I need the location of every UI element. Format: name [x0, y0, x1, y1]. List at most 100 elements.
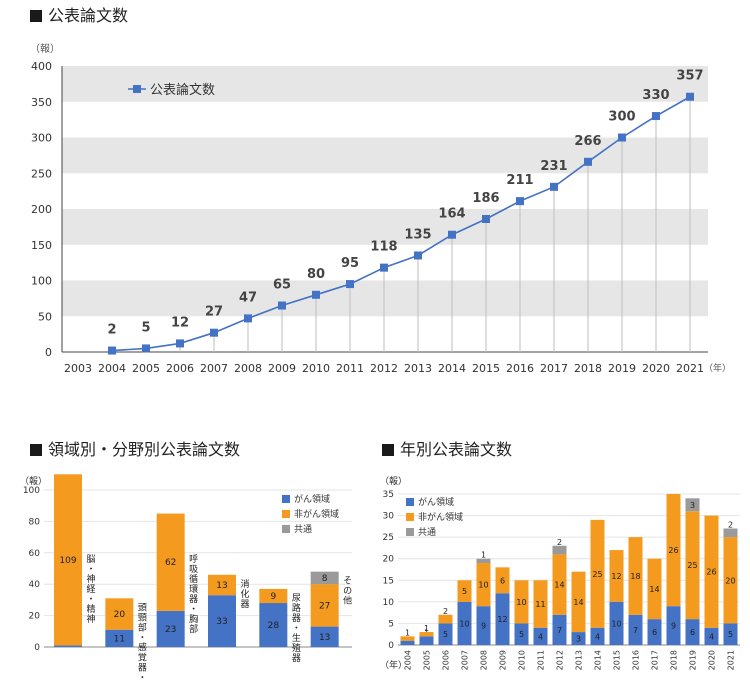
data-label: 300	[608, 110, 635, 125]
chart3-title: 年別公表論文数	[382, 436, 512, 460]
category-label: 器	[292, 653, 301, 664]
legend-label: 公表論文数	[150, 82, 215, 98]
data-label: 135	[404, 227, 431, 242]
x-tick-label: 2011	[336, 362, 364, 375]
y-tick-label: 400	[31, 60, 52, 73]
data-label: 65	[273, 278, 291, 293]
bar-segment	[259, 588, 288, 604]
category-label: 部	[138, 621, 147, 633]
x-tick-label: 2019	[689, 650, 698, 670]
bar-segment	[476, 558, 491, 564]
x-tick-label: 2003	[64, 362, 92, 375]
category-label: 頭	[138, 602, 147, 613]
bar-segment	[609, 601, 624, 645]
data-point	[652, 112, 660, 121]
y-tick-label: 0	[388, 641, 394, 651]
category-label: 感	[138, 641, 147, 653]
bar-segment	[590, 519, 605, 628]
bar-label: 9	[671, 622, 676, 631]
data-label: 95	[341, 256, 359, 271]
bar-label: 4	[709, 632, 714, 641]
line-chart-papers: 0 50 100 150 200 250 300 350 400 （報） 2003 2004 2005 2…	[30, 43, 731, 375]
x-tick-label: 2005	[423, 650, 432, 670]
data-point	[584, 157, 592, 166]
bar-segment	[571, 632, 586, 645]
x-tick-label: 2007	[200, 362, 228, 375]
bar-segment	[438, 614, 453, 624]
y-tick-label: 35	[383, 490, 394, 500]
data-point	[312, 290, 320, 299]
category-label: 器	[189, 594, 198, 605]
bar-segment	[105, 598, 134, 630]
x-tick-label: 2006	[166, 362, 194, 375]
bar-segment	[457, 601, 472, 645]
bar-label: 10	[478, 581, 488, 590]
x-tick-label: 2020	[642, 362, 670, 375]
x-tick-label: 2009	[499, 650, 508, 670]
x-tick-label: 2017	[540, 362, 568, 375]
bar-label: 25	[687, 561, 697, 570]
data-point	[346, 280, 354, 289]
chart2-title-text: 領域別・分野別公表論文数	[48, 440, 241, 459]
bar-segment	[628, 614, 643, 645]
bar-segment	[514, 580, 529, 624]
bar-label: 5	[519, 630, 524, 639]
bar-segment	[54, 474, 82, 646]
bar-segment	[54, 645, 82, 647]
bar-label: 3	[576, 635, 581, 644]
bar-segment	[208, 595, 236, 647]
bar-segment	[704, 627, 719, 645]
data-label: 80	[307, 267, 325, 282]
bar-label: 4	[538, 632, 543, 641]
bar-label: 20	[114, 610, 126, 620]
x-tick-label: 2012	[556, 650, 565, 670]
bar-segment	[400, 640, 415, 645]
x-tick-label: 2012	[370, 362, 398, 375]
category-label: 器	[138, 662, 147, 673]
bar-segment	[571, 571, 586, 633]
bar-segment	[310, 626, 339, 647]
y-tick-label: 20	[383, 555, 395, 565]
category-label: 他	[343, 595, 352, 607]
x-tick-label: 2006	[442, 650, 451, 670]
data-point	[380, 263, 388, 272]
bar-segment	[476, 606, 491, 645]
category-label: 消	[240, 578, 249, 590]
bar-segment	[533, 580, 548, 628]
bar-label: 9	[270, 592, 276, 602]
y-tick-label: 200	[31, 203, 52, 216]
bar-label: 13	[216, 581, 227, 591]
legend-swatch	[282, 495, 290, 503]
bar-segment	[457, 580, 472, 602]
bar-label: 26	[706, 568, 716, 577]
bar-label: 11	[535, 600, 545, 609]
x-tick-label: 2008	[234, 362, 262, 375]
bar-segment	[628, 537, 643, 615]
bar-label: 11	[114, 634, 125, 644]
x-tick-label: 2010	[302, 362, 330, 375]
square-bullet-icon	[382, 444, 394, 456]
x-tick-label: 2017	[651, 650, 660, 670]
x-tick-label: 2009	[268, 362, 296, 375]
bar-label: 3	[690, 501, 695, 510]
x-tick-label: 2008	[480, 650, 489, 670]
bar-segment	[419, 636, 434, 645]
x-axis-unit: （年）	[380, 659, 407, 671]
bar-label: 26	[668, 546, 678, 555]
chart2-title: 領域別・分野別公表論文数	[30, 436, 240, 460]
category-label: ・	[189, 605, 198, 615]
bar-label: 28	[268, 621, 280, 631]
legend-marker	[133, 85, 141, 93]
bar-label: 62	[165, 558, 176, 568]
y-tick-label: 0	[34, 643, 40, 653]
category-label: 覚	[138, 651, 147, 663]
data-label: 330	[642, 88, 669, 103]
bar-label: 4	[595, 632, 600, 641]
bar-segment	[514, 623, 529, 645]
y-tick-label: 350	[31, 96, 52, 109]
data-point	[516, 197, 524, 206]
bar-segment	[647, 619, 662, 645]
bar-label: 5	[728, 630, 733, 639]
data-point	[686, 92, 694, 101]
x-axis-unit: （年）	[704, 362, 731, 374]
